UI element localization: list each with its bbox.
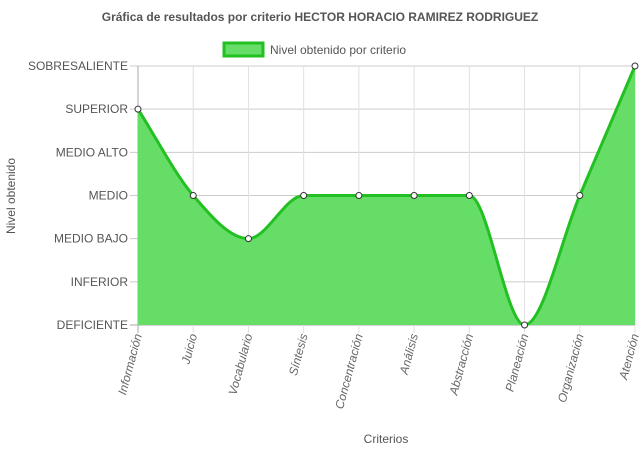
y-tick-label: MEDIO ALTO — [56, 145, 128, 159]
y-tick-label: DEFICIENTE — [57, 318, 128, 332]
data-point[interactable] — [300, 192, 308, 199]
y-tick-label: INFERIOR — [71, 275, 129, 289]
x-tick-label: Planeación — [503, 332, 532, 393]
y-tick-label: SOBRESALIENTE — [28, 59, 128, 73]
data-point[interactable] — [576, 192, 584, 199]
y-tick-labels: DEFICIENTE INFERIOR MEDIO BAJO MEDIO MEDIO A… — [28, 59, 128, 332]
x-tick-label: Abstracción — [446, 332, 476, 397]
legend-label: Nivel obtenido por criterio — [270, 43, 406, 57]
x-tick-labels: Información Juicio Vocabulario Síntesis Conc… — [115, 332, 639, 411]
points-layer — [134, 62, 639, 329]
x-tick-label: Vocabulario — [226, 332, 256, 397]
x-tick-label: Análisis — [397, 332, 421, 377]
y-tick-label: MEDIO — [89, 189, 128, 203]
x-tick-label: Atención — [616, 332, 639, 382]
data-point[interactable] — [410, 192, 418, 199]
y-tick-label: MEDIO BAJO — [54, 232, 128, 246]
data-point[interactable] — [355, 192, 363, 199]
y-tick-label: SUPERIOR — [65, 102, 128, 116]
x-axis-title: Criterios — [364, 432, 409, 446]
chart-title: Gráfica de resultados por criterio HECTO… — [102, 10, 539, 24]
data-point[interactable] — [189, 192, 197, 199]
data-point[interactable] — [134, 105, 142, 113]
x-tick-label: Organización — [555, 332, 587, 404]
data-point[interactable] — [521, 321, 529, 329]
x-tick-label: Juicio — [178, 332, 200, 367]
y-axis-title: Nivel obtenido — [4, 158, 18, 234]
x-tick-label: Concentración — [332, 332, 366, 411]
legend[interactable]: Nivel obtenido por criterio — [222, 41, 406, 58]
x-tick-label: Síntesis — [286, 332, 311, 377]
data-point[interactable] — [465, 192, 473, 199]
x-tick-label: Información — [115, 332, 145, 396]
legend-swatch — [222, 41, 265, 58]
data-point[interactable] — [631, 62, 639, 70]
data-point[interactable] — [244, 235, 252, 243]
